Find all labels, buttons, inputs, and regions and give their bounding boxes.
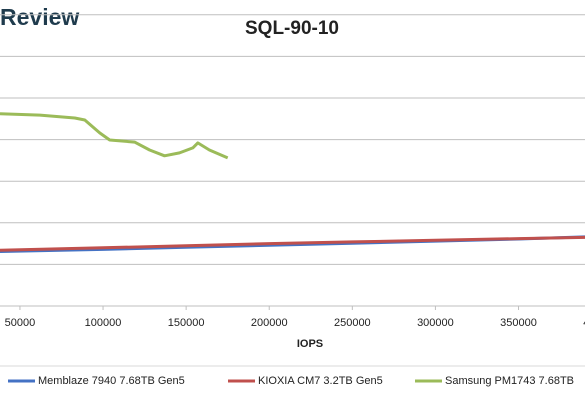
legend-label: Memblaze 7940 7.68TB Gen5	[38, 375, 185, 387]
chart-title: SQL-90-10	[245, 18, 339, 39]
x-tick-label: 100000	[85, 317, 122, 329]
series-line	[0, 235, 585, 252]
x-tick-label: 50000	[5, 317, 36, 329]
x-tick-label: 150000	[168, 317, 205, 329]
x-tick-label: 300000	[417, 317, 454, 329]
x-tick-label: 350000	[500, 317, 537, 329]
x-axis-title: IOPS	[297, 338, 323, 350]
series-line	[0, 112, 229, 160]
legend-label: KIOXIA CM7 3.2TB Gen5	[258, 375, 383, 387]
x-tick-label: 250000	[334, 317, 371, 329]
x-tick-label: 400000	[583, 317, 585, 329]
x-tick-label: 200000	[251, 317, 288, 329]
logo-text: Review	[0, 4, 79, 30]
legend-label: Samsung PM1743 7.68TB	[445, 375, 574, 387]
